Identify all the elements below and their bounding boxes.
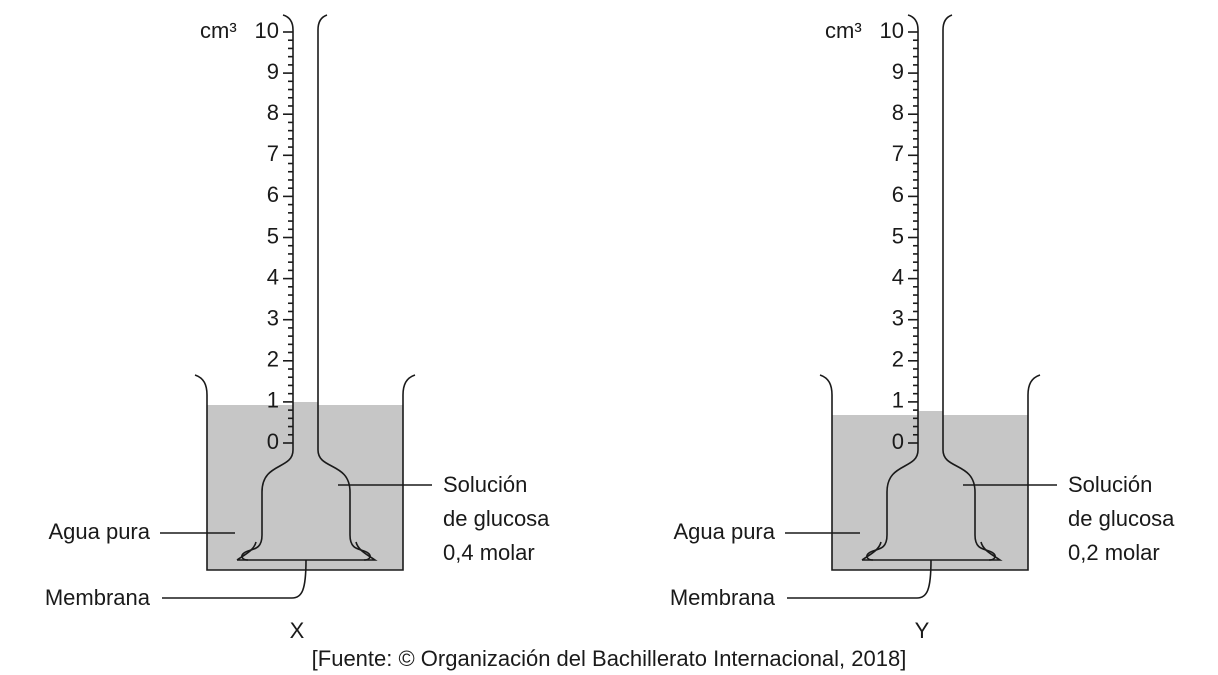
- tube: [241, 14, 294, 561]
- leader: [162, 559, 307, 599]
- beaker-liquid: [207, 405, 403, 570]
- scale-label: 7: [267, 141, 279, 166]
- scale-label: 6: [892, 182, 904, 207]
- scale-label: 8: [267, 100, 279, 125]
- apparatus: 0 1 2 3 4 5 6 7 8 9 10 cm³ Solución de glucosa 0,4 mol…: [45, 14, 550, 643]
- unit-label: cm³: [200, 18, 237, 43]
- caption: [Fuente: © Organización del Bachillerato…: [312, 646, 907, 671]
- water-label: Agua pura: [673, 519, 775, 544]
- tube: [317, 14, 371, 561]
- scale-label: 9: [892, 59, 904, 84]
- scale-label: 5: [892, 223, 904, 248]
- tube: [866, 14, 919, 561]
- scale-label: 1: [892, 388, 904, 413]
- solution-label: de glucosa: [1068, 506, 1175, 531]
- scale-label: 8: [892, 100, 904, 125]
- scale-label: 4: [267, 264, 279, 289]
- scale-label: 1: [267, 388, 279, 413]
- membrane-label: Membrana: [670, 585, 776, 610]
- scale-label: 3: [267, 306, 279, 331]
- leader: [787, 559, 932, 599]
- scale-label: 2: [267, 347, 279, 372]
- scale-label: 5: [267, 223, 279, 248]
- membrane-label: Membrana: [45, 585, 151, 610]
- beaker: [194, 374, 416, 571]
- tube: [942, 14, 996, 561]
- solution-label: Solución: [443, 472, 527, 497]
- tube-liquid: [918, 411, 943, 417]
- scale-label: 0: [267, 429, 279, 454]
- water-label: Agua pura: [48, 519, 150, 544]
- membrane: [236, 541, 378, 561]
- scale-label: 10: [255, 18, 279, 43]
- solution-label: Solución: [1068, 472, 1152, 497]
- apparatus-name: Y: [915, 618, 930, 643]
- scale-label: 7: [892, 141, 904, 166]
- apparatus-name: X: [290, 618, 305, 643]
- beaker-liquid: [832, 415, 1028, 570]
- scale-label: 10: [880, 18, 904, 43]
- scale-label: 2: [892, 347, 904, 372]
- beaker: [819, 374, 1041, 571]
- apparatus: 0 1 2 3 4 5 6 7 8 9 10 cm³ Solución de glucosa 0,2 mol…: [670, 14, 1175, 643]
- scale-label: 3: [892, 306, 904, 331]
- scale-label: 4: [892, 264, 904, 289]
- tube-liquid: [293, 402, 318, 407]
- scale-label: 0: [892, 429, 904, 454]
- scale-label: 9: [267, 59, 279, 84]
- unit-label: cm³: [825, 18, 862, 43]
- scale-label: 6: [267, 182, 279, 207]
- membrane: [861, 541, 1003, 561]
- solution-label: 0,2 molar: [1068, 540, 1160, 565]
- solution-label: de glucosa: [443, 506, 550, 531]
- solution-label: 0,4 molar: [443, 540, 535, 565]
